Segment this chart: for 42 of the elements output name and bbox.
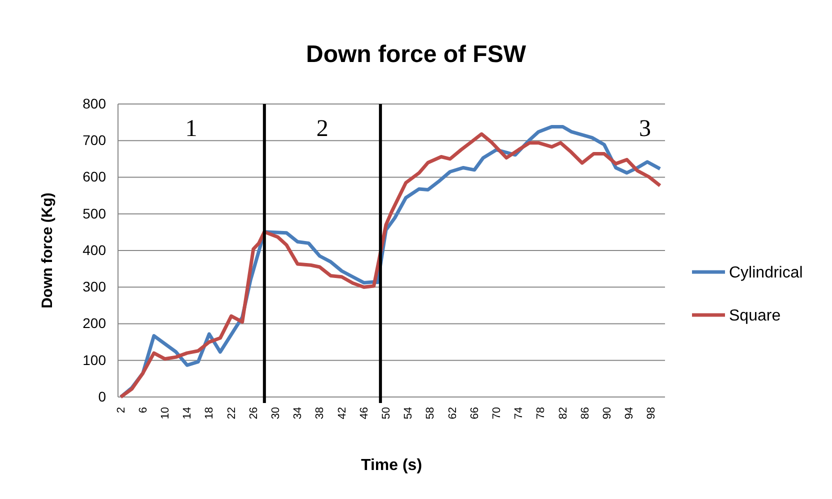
x-axis-title: Time (s): [360, 457, 422, 474]
x-tick-label: 54: [402, 407, 415, 420]
y-axis-title: Down force (Kg): [39, 192, 56, 308]
legend-label: Square: [729, 308, 781, 325]
annotation: 3: [639, 116, 651, 142]
x-tick-label: 30: [270, 407, 282, 420]
x-tick-label: 62: [446, 407, 459, 420]
x-tick-label: 46: [358, 407, 370, 420]
y-tick-label: 400: [82, 242, 106, 258]
x-tick-label: 38: [314, 407, 326, 420]
annotation: 1: [185, 116, 198, 142]
x-tick-label: 98: [646, 407, 658, 420]
y-tick-label: 800: [82, 95, 106, 112]
y-tick-label: 600: [82, 168, 106, 185]
y-tick-label: 200: [82, 315, 106, 332]
legend-label: Cylindrical: [729, 264, 803, 282]
x-tick-label: 70: [491, 407, 503, 420]
x-tick-label: 94: [624, 407, 636, 420]
x-tick-label: 66: [468, 407, 481, 420]
x-tick-label: 34: [292, 407, 304, 420]
x-tick-label: 2: [115, 407, 128, 414]
x-tick-label: 22: [226, 407, 238, 420]
y-tick-label: 0: [98, 388, 106, 404]
x-tick-label: 6: [137, 407, 150, 414]
annotation: 2: [316, 116, 328, 142]
x-tick-label: 26: [248, 407, 260, 420]
chart-title: Down force of FSW: [306, 41, 526, 68]
y-tick-label: 500: [82, 205, 106, 222]
x-tick-label: 14: [182, 407, 194, 420]
y-tick-label: 700: [82, 132, 106, 148]
y-tick-label: 300: [82, 278, 106, 295]
x-tick-label: 50: [380, 407, 392, 420]
x-tick-label: 78: [535, 407, 548, 420]
x-tick-label: 42: [336, 407, 348, 420]
x-tick-label: 18: [204, 407, 216, 420]
x-tick-label: 74: [513, 407, 526, 420]
x-tick-label: 86: [579, 407, 592, 420]
x-tick-label: 10: [159, 407, 172, 420]
y-tick-label: 100: [82, 352, 106, 368]
x-tick-label: 90: [602, 407, 614, 420]
x-tick-label: 58: [424, 407, 437, 420]
x-tick-label: 82: [557, 407, 570, 420]
